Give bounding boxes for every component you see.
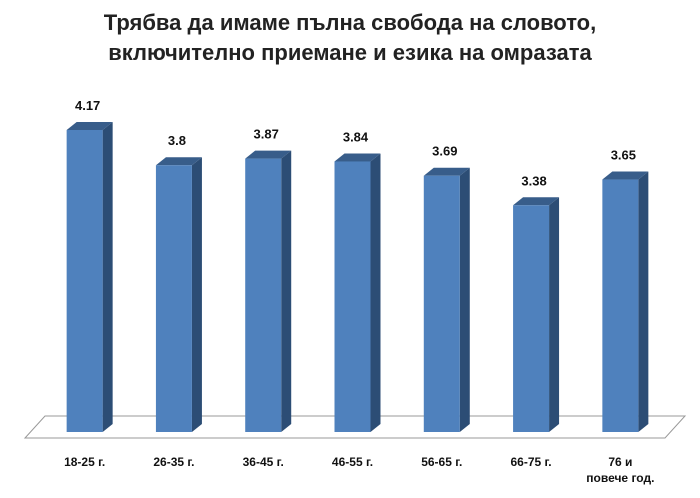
bar-top [602, 171, 649, 180]
bar-top [513, 197, 560, 206]
data-label: 3.84 [343, 129, 369, 144]
bar-top [334, 153, 381, 162]
chart-title: Трябва да имаме пълна свобода на словото… [0, 8, 700, 68]
bar-front [423, 175, 460, 433]
data-label: 3.87 [254, 127, 279, 142]
bar-front [513, 205, 550, 432]
bar-top [245, 150, 292, 159]
data-label: 3.69 [432, 144, 457, 159]
bar-side [281, 150, 292, 432]
x-tick-label: 56-65 г. [421, 455, 462, 469]
chart-title-line-2: включително приемане и езика на омразата [108, 40, 592, 65]
bar-2 [155, 157, 202, 432]
bar-side [549, 197, 560, 432]
x-tick-label: 66-75 г. [510, 455, 551, 469]
bar-front [66, 130, 103, 432]
data-label: 3.8 [168, 133, 186, 148]
bar-front [155, 165, 192, 432]
data-label: 4.17 [75, 98, 100, 113]
bar-side [102, 122, 113, 432]
data-label: 3.65 [611, 148, 636, 163]
bar-front [334, 161, 371, 433]
bar-side [459, 167, 470, 433]
x-tick-label: повече год. [586, 471, 654, 485]
bar-1 [66, 122, 113, 432]
data-label: 3.38 [521, 173, 546, 188]
bar-top [155, 157, 202, 166]
bar-5 [423, 167, 470, 433]
x-tick-label: 26-35 г. [153, 455, 194, 469]
bar-side [191, 157, 202, 432]
bar-top [66, 122, 113, 130]
x-tick-label: 36-45 г. [243, 455, 284, 469]
bar-7 [602, 171, 649, 432]
x-tick-label: 46-55 г. [332, 455, 373, 469]
bar-front [245, 158, 282, 432]
chart-title-line-1: Трябва да имаме пълна свобода на словото… [103, 10, 597, 35]
bar-side [370, 153, 381, 433]
bar-front [602, 179, 639, 432]
bar-3 [245, 150, 292, 432]
bar-side [638, 171, 649, 432]
bar-6 [513, 197, 560, 432]
bar-4 [334, 153, 381, 433]
x-tick-label: 76 и [608, 455, 632, 469]
x-tick-label: 18-25 г. [64, 455, 105, 469]
bar-top [423, 167, 470, 176]
